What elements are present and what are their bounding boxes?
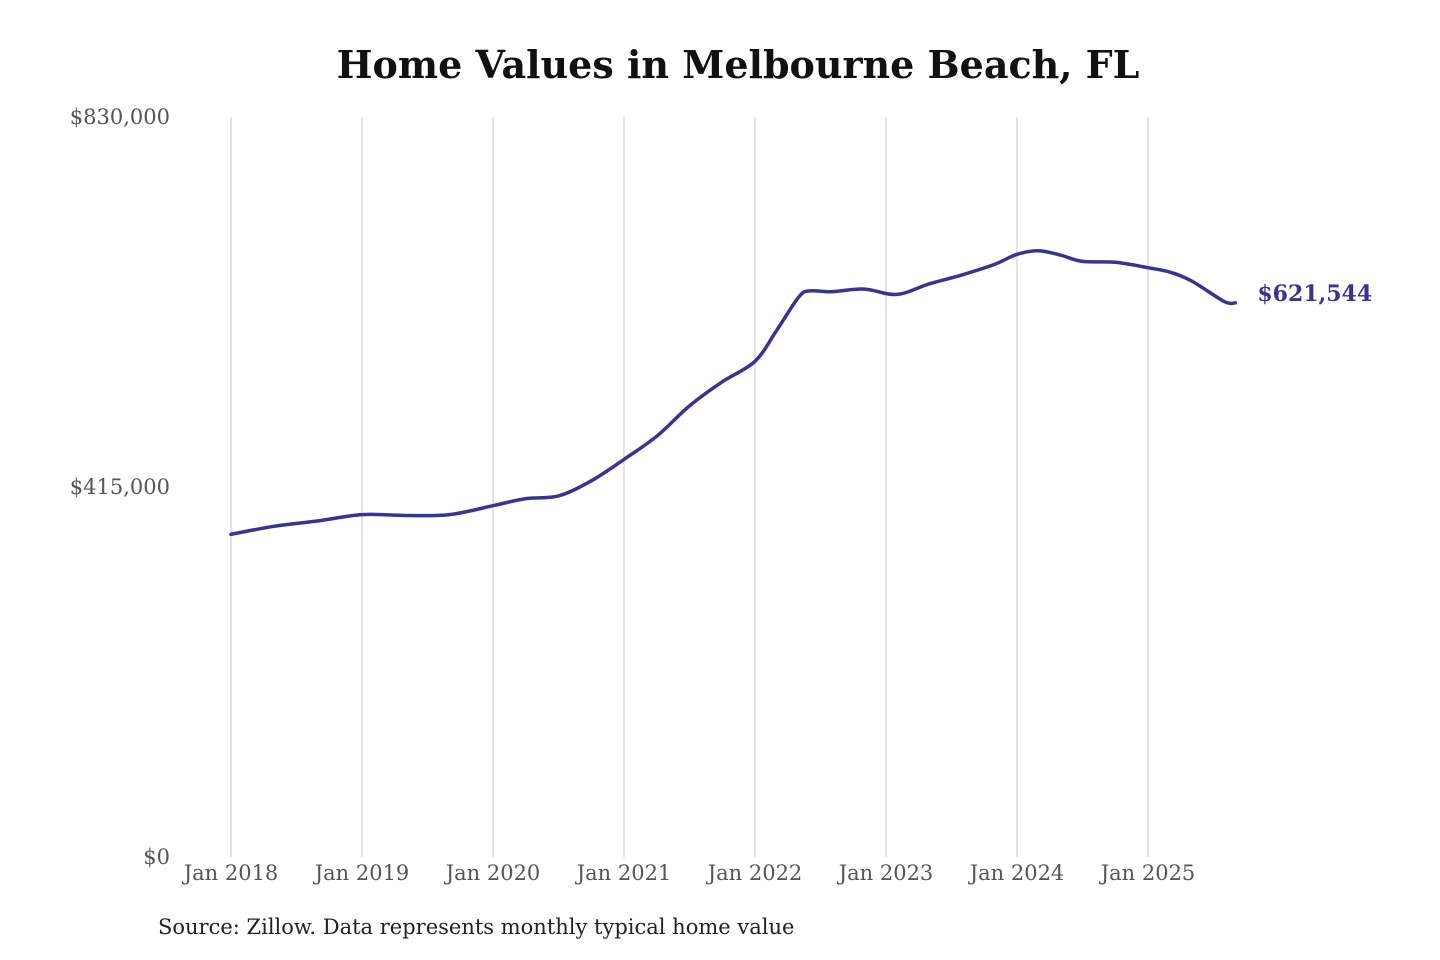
gridlines bbox=[230, 117, 1149, 857]
chart-title: Home Values in Melbourne Beach, FL bbox=[336, 42, 1140, 87]
x-tick-label: Jan 2018 bbox=[182, 861, 279, 885]
series-line bbox=[229, 248, 1238, 537]
x-tick-label: Jan 2021 bbox=[575, 861, 672, 885]
y-tick-label: $0 bbox=[143, 845, 170, 869]
x-tick-label: Jan 2020 bbox=[444, 861, 541, 885]
x-tick-label: Jan 2024 bbox=[968, 861, 1065, 885]
series-layer bbox=[229, 248, 1238, 537]
source-note: Source: Zillow. Data represents monthly … bbox=[158, 915, 795, 939]
x-tick-label: Jan 2022 bbox=[706, 861, 803, 885]
x-tick-label: Jan 2019 bbox=[313, 861, 410, 885]
x-tick-label: Jan 2025 bbox=[1099, 861, 1196, 885]
y-tick-label: $830,000 bbox=[70, 105, 170, 129]
y-axis-labels: $0 $415,000 $830,000 bbox=[70, 105, 170, 869]
x-axis-labels: Jan 2018 Jan 2019 Jan 2020 Jan 2021 Jan 2022… bbox=[182, 861, 1196, 885]
end-label-layer: $621,544 bbox=[1257, 281, 1372, 307]
x-tick-label: Jan 2023 bbox=[837, 861, 934, 885]
y-tick-label: $415,000 bbox=[70, 475, 170, 499]
end-value-label: $621,544 bbox=[1257, 281, 1372, 307]
